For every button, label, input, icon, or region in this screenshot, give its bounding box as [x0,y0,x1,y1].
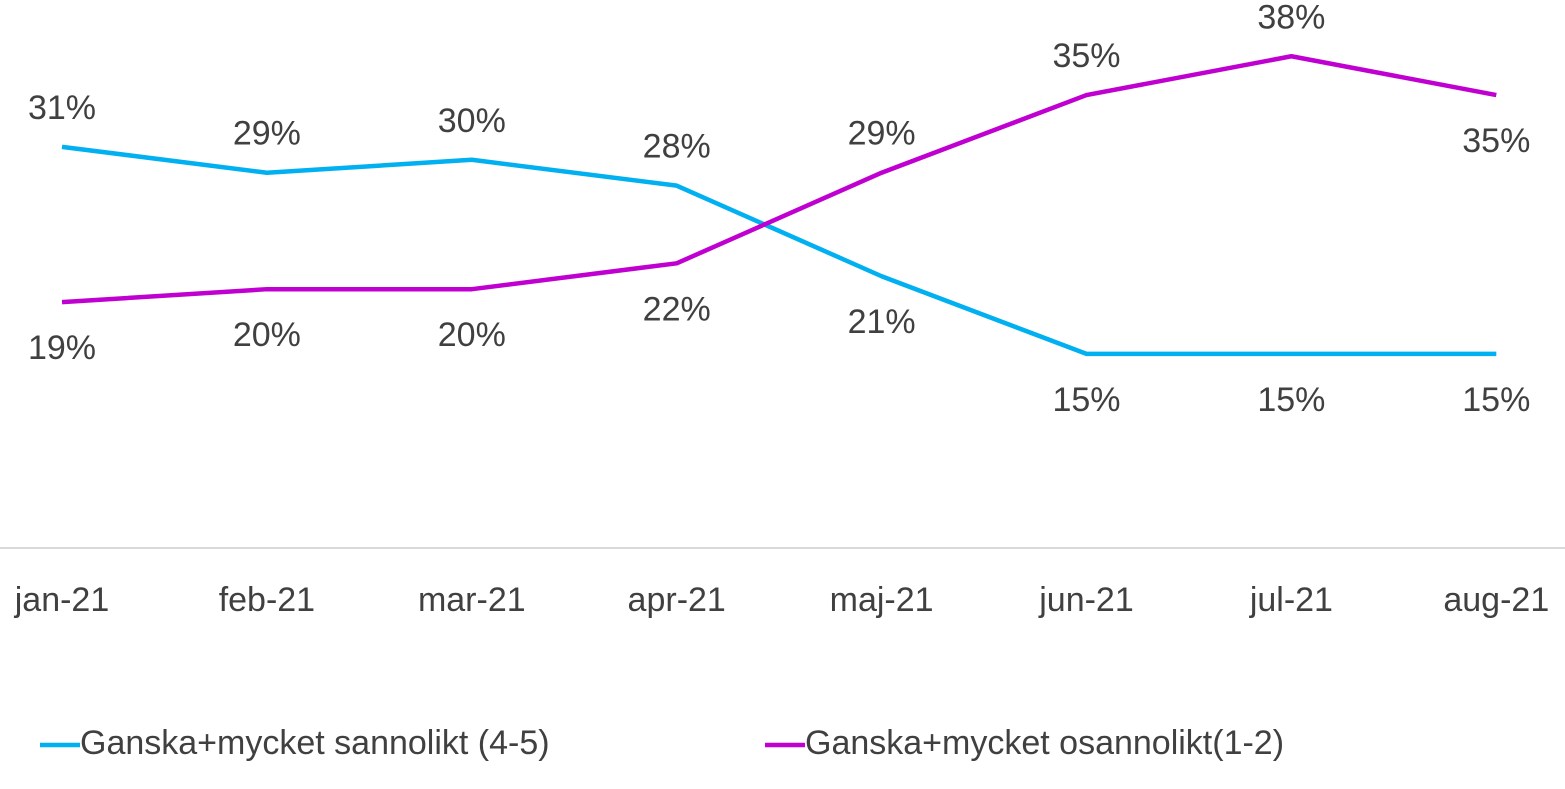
series-line [61,144,1497,357]
x-tick-label: maj-21 [830,581,934,619]
data-label: 29% [848,115,916,153]
data-label: 29% [233,115,301,153]
data-label: 35% [1052,37,1120,75]
data-label: 35% [1462,122,1530,160]
data-label: 15% [1462,381,1530,419]
legend-label: Ganska+mycket sannolikt (4-5) [80,724,550,762]
data-label: 30% [438,102,506,140]
data-label: 22% [643,290,711,328]
data-label: 28% [643,128,711,166]
x-tick-label: jan-21 [14,581,110,619]
x-tick-label: jun-21 [1038,581,1134,619]
data-label: 19% [28,329,96,367]
x-tick-label: mar-21 [418,581,526,619]
data-label: 15% [1257,381,1325,419]
data-label: 20% [233,316,301,354]
series-line [61,54,1497,305]
x-tick-label: apr-21 [628,581,726,619]
x-tick-label: aug-21 [1443,581,1549,619]
legend-label: Ganska+mycket osannolikt(1-2) [805,724,1284,762]
x-tick-label: jul-21 [1249,581,1333,619]
x-tick-label: feb-21 [219,581,315,619]
data-label: 15% [1052,381,1120,419]
data-label: 21% [848,303,916,341]
data-label: 20% [438,316,506,354]
data-label: 31% [28,89,96,127]
data-label: 38% [1257,0,1325,36]
